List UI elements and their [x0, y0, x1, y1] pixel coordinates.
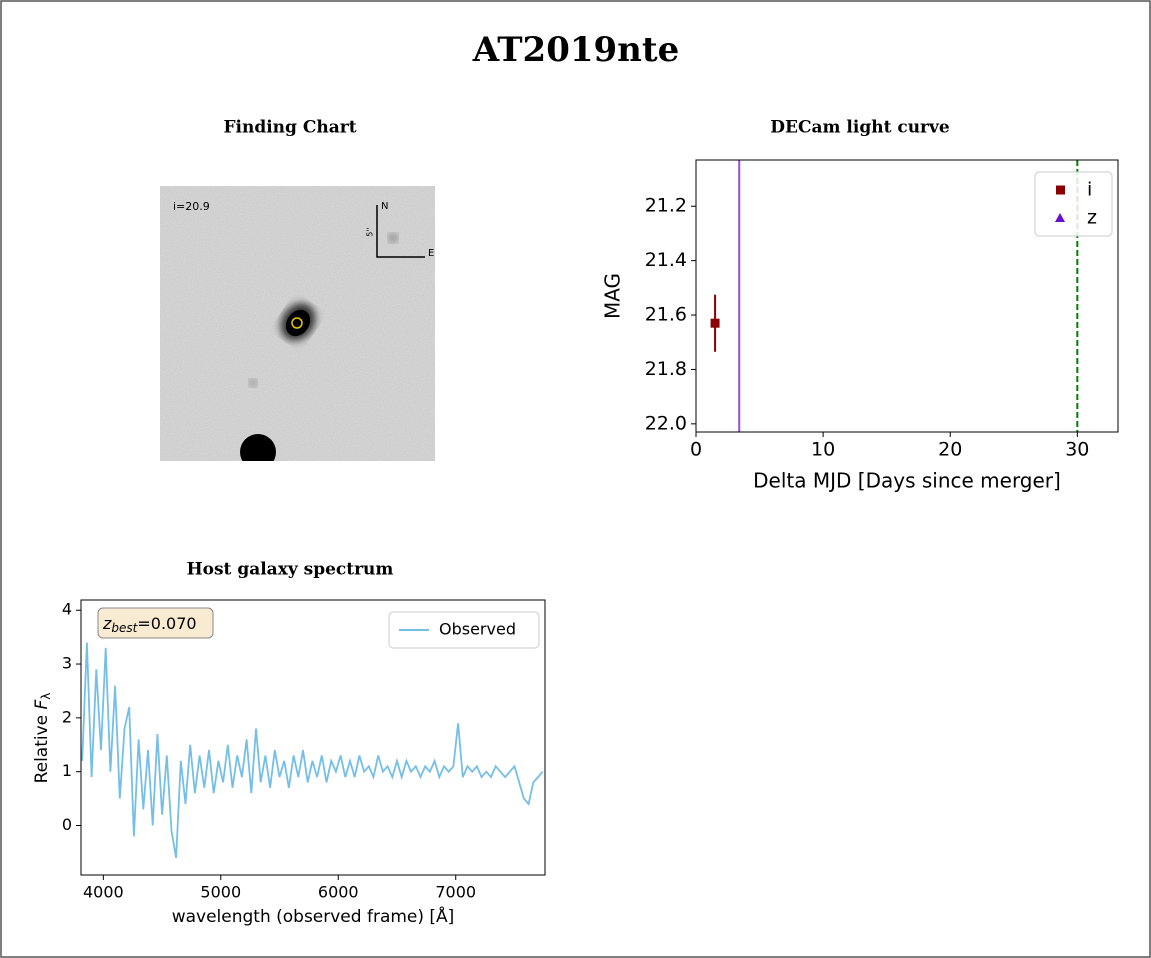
x-tick-label: 4000	[83, 883, 124, 902]
legend-label: z	[1087, 207, 1097, 229]
annotation-part: =0.070	[137, 614, 196, 633]
compass-east: E	[428, 248, 434, 259]
chart-title: DECam light curve	[770, 118, 950, 138]
annotation: zbest=0.070	[102, 614, 197, 635]
y-axis-label-part: λ	[39, 693, 53, 700]
legend-label: Observed	[439, 620, 516, 639]
x-tick-label: 0	[690, 439, 702, 461]
x-tick-label: 30	[1065, 439, 1089, 461]
y-tick-label: 21.2	[645, 195, 687, 217]
legend-swatch	[1055, 213, 1065, 222]
x-axis-label: Delta MJD [Days since merger]	[753, 469, 1061, 493]
annotation-part: z	[102, 614, 112, 633]
y-tick-label: 22.0	[645, 412, 687, 434]
y-axis-label-part: Relative	[32, 709, 52, 783]
annotation-box	[97, 607, 214, 639]
finding-chart-image	[160, 186, 435, 461]
annotation-part: best	[111, 621, 138, 635]
x-tick-label: 6000	[318, 883, 359, 902]
y-tick-label: 0	[62, 815, 72, 834]
x-tick-label: 7000	[435, 883, 476, 902]
data-point	[710, 318, 720, 328]
plot-frame	[695, 159, 1119, 433]
x-tick-label: 5000	[200, 883, 241, 902]
compass-north: N	[381, 201, 388, 212]
y-axis-label: MAG	[601, 273, 625, 319]
legend-box	[388, 611, 540, 649]
y-tick-label: 3	[62, 654, 72, 673]
x-tick-label: 20	[938, 439, 962, 461]
y-tick-label: 1	[62, 761, 72, 780]
page-title: AT2019nte	[472, 30, 680, 70]
chart-title: Host galaxy spectrum	[187, 560, 394, 580]
y-tick-label: 21.8	[645, 358, 687, 380]
magnitude-label: i=20.9	[173, 200, 210, 213]
legend-label: i	[1087, 179, 1092, 201]
spectrum-line	[81, 642, 544, 858]
x-tick-label: 10	[811, 439, 835, 461]
legend-swatch	[1056, 185, 1065, 195]
y-tick-label: 21.6	[645, 304, 687, 326]
y-axis-label: Relative Fλ	[32, 693, 53, 784]
y-tick-label: 21.4	[645, 249, 687, 271]
legend-box	[1034, 171, 1113, 237]
y-tick-label: 4	[62, 600, 72, 619]
finding-chart-title: Finding Chart	[223, 118, 356, 138]
plot-frame	[80, 599, 546, 876]
y-tick-label: 2	[62, 707, 72, 726]
x-axis-label: wavelength (observed frame) [Å]	[172, 905, 455, 927]
y-axis-label-part: F	[32, 699, 52, 709]
compass-scale: 5''	[366, 227, 375, 237]
